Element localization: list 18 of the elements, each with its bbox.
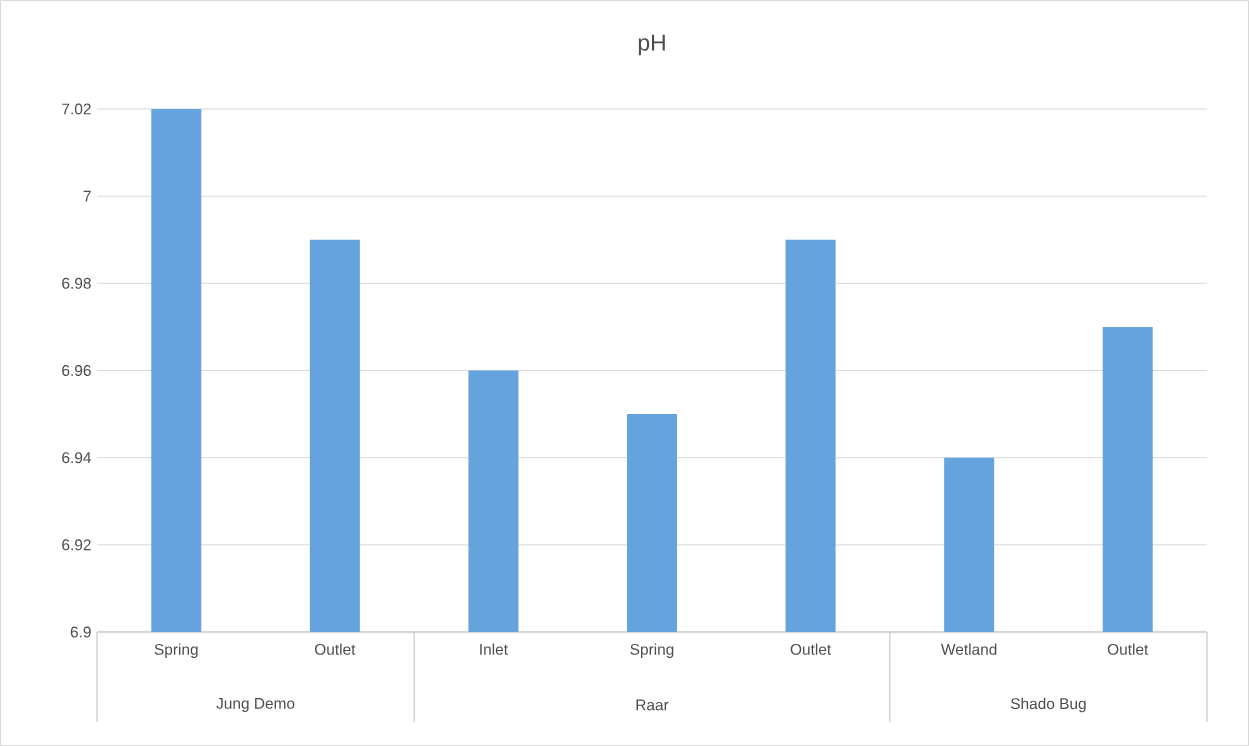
text: Raar bbox=[636, 699, 669, 711]
text: Shado Bug bbox=[1010, 697, 1086, 713]
x-tick-label: Inlet bbox=[480, 643, 508, 655]
chart-title: pH bbox=[638, 34, 665, 56]
y-tick-label: 6.98 bbox=[62, 277, 91, 289]
x-tick-label: Outlet bbox=[790, 643, 832, 655]
y-tick-label: 7 bbox=[83, 190, 91, 202]
y-tick-label: 6.94 bbox=[62, 452, 92, 464]
text: Jung Demo bbox=[216, 698, 295, 712]
y-tick-label: 6.96 bbox=[62, 365, 91, 376]
x-tick-label: Outlet bbox=[314, 643, 356, 655]
y-tick-label: 6.92 bbox=[62, 539, 91, 551]
y-tick-label: 7.02 bbox=[62, 103, 91, 115]
y-tick-label: 6.9 bbox=[70, 626, 91, 638]
x-tick-label: Spring bbox=[154, 643, 198, 658]
x-tick-label: Outlet bbox=[1107, 643, 1149, 655]
x-tick-label: Wetland bbox=[941, 643, 997, 655]
x-tick-label: Spring bbox=[630, 643, 674, 658]
